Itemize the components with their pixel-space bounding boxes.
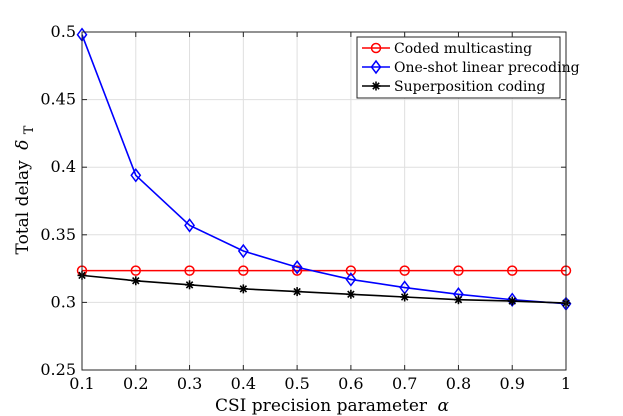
y-axis-label: Total delay δ T <box>13 125 37 254</box>
x-axis-label-text: CSI precision parameter <box>215 396 428 416</box>
data-point <box>506 265 518 276</box>
data-point <box>237 243 249 259</box>
data-point <box>238 284 248 294</box>
data-point <box>453 295 463 305</box>
data-point <box>184 218 195 233</box>
y-tick-label: 0.45 <box>40 90 76 109</box>
data-point <box>238 265 249 276</box>
legend-label: Coded multicasting <box>394 41 532 57</box>
legend-item: One-shot linear precoding <box>362 59 580 76</box>
series-line <box>81 274 567 304</box>
data-point <box>291 259 303 275</box>
data-point <box>346 289 356 299</box>
legend-label: One-shot linear precoding <box>394 60 580 76</box>
legend-marker <box>370 42 382 54</box>
data-point-stroke <box>508 297 516 305</box>
y-tick-label: 0.35 <box>40 225 76 244</box>
data-point <box>291 265 303 276</box>
x-tick-label: 0.7 <box>392 374 417 393</box>
data-point-stroke <box>293 287 301 296</box>
y-tick-label: 0.3 <box>51 292 76 311</box>
axis-ticks <box>81 31 567 371</box>
x-tick-label: 0.3 <box>177 374 202 393</box>
data-point-stroke <box>239 285 248 293</box>
x-tick-label: 0.1 <box>69 374 94 393</box>
x-axis-label: CSI precision parameter α <box>215 396 449 416</box>
data-point-stroke <box>185 281 194 289</box>
y-axis-label-symbol: δ <box>13 140 33 150</box>
legend-marker <box>371 81 381 91</box>
plot-frame <box>81 31 567 371</box>
y-axis-label-subscript: T <box>22 125 37 134</box>
x-tick-label: 0.6 <box>338 374 363 393</box>
data-point <box>184 265 195 276</box>
legend-box <box>356 36 561 99</box>
legend-item: Superposition coding <box>362 79 545 95</box>
data-point <box>453 265 464 276</box>
data-point <box>399 265 410 276</box>
data-point <box>185 280 195 290</box>
legend-marker-stroke <box>372 82 380 90</box>
tick-labels: 0.1 0.2 0.3 0.4 0.5 0.6 0.7 0.8 0.9 1 0.25 0.3 0.35 0… <box>40 22 571 393</box>
y-tick-label: 0.4 <box>51 157 76 176</box>
data-point <box>130 265 142 276</box>
data-point-stroke <box>454 295 463 304</box>
data-point-stroke <box>400 293 409 301</box>
data-point <box>345 272 357 287</box>
x-tick-label: 0.2 <box>123 374 148 393</box>
data-point <box>292 287 302 297</box>
data-point <box>507 296 517 306</box>
y-tick-label: 0.5 <box>51 22 76 41</box>
legend: Coded multicasting One-shot linear precod… <box>356 36 580 99</box>
series-coded-multicasting <box>76 265 572 276</box>
x-tick-label: 0.9 <box>499 374 524 393</box>
data-point <box>400 292 410 302</box>
x-tick-label: 1 <box>561 374 571 393</box>
data-point-stroke <box>347 290 355 299</box>
data-point-stroke <box>132 277 140 285</box>
series-layer <box>76 27 572 312</box>
legend-marker <box>370 59 382 75</box>
legend-item: Coded multicasting <box>362 41 532 57</box>
data-point <box>131 276 141 286</box>
x-tick-label: 0.4 <box>231 374 256 393</box>
series-line <box>81 34 567 305</box>
y-axis-label-text: Total delay <box>13 160 33 255</box>
data-point <box>130 168 142 183</box>
x-tick-label: 0.5 <box>284 374 309 393</box>
x-tick-label: 0.8 <box>446 374 471 393</box>
y-tick-label: 0.25 <box>40 360 76 379</box>
x-axis-label-symbol: α <box>437 396 449 416</box>
legend-label: Superposition coding <box>394 79 545 95</box>
data-point <box>345 265 357 276</box>
